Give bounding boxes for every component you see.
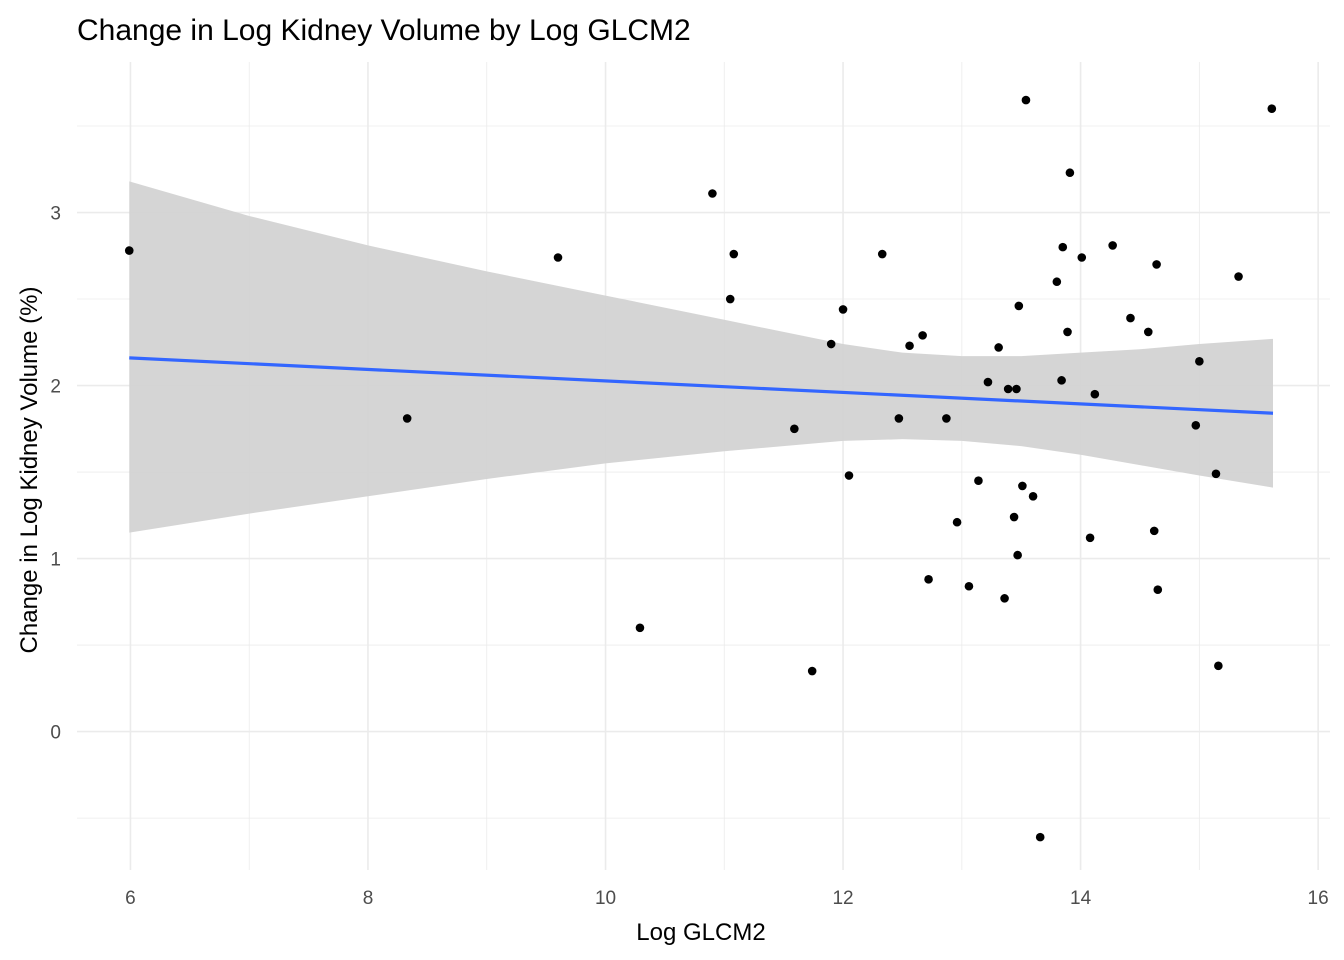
- data-point: [1028, 491, 1038, 501]
- data-point: [1149, 526, 1159, 536]
- data-point: [1000, 594, 1009, 603]
- trend-line: [129, 356, 1274, 415]
- data-point: [729, 249, 739, 259]
- confidence-band: [129, 181, 1273, 533]
- data-point: [983, 377, 993, 387]
- data-point: [1108, 241, 1117, 250]
- data-point: [1014, 301, 1024, 311]
- data-point: [1065, 168, 1075, 178]
- y-tick-label: 2: [50, 377, 61, 398]
- data-point: [553, 253, 563, 262]
- data-point: [1234, 272, 1243, 281]
- data-point: [1085, 533, 1095, 543]
- x-tick-label: 8: [363, 888, 374, 909]
- data-point: [1143, 327, 1153, 337]
- data-point: [635, 623, 645, 633]
- x-tick-label: 10: [595, 888, 616, 909]
- data-point: [894, 414, 904, 423]
- data-point: [1126, 313, 1135, 323]
- x-tick-label: 16: [1308, 888, 1329, 909]
- data-point: [708, 189, 717, 198]
- data-point: [1153, 585, 1163, 595]
- x-tick-label: 12: [832, 888, 853, 909]
- data-point: [994, 343, 1003, 352]
- data-point: [1063, 327, 1072, 337]
- data-point: [964, 581, 974, 591]
- data-point: [790, 424, 799, 434]
- y-axis-title: Change in Log Kidney Volume (%): [16, 287, 43, 654]
- data-point: [1021, 95, 1031, 105]
- data-point: [1012, 384, 1021, 394]
- data-point: [905, 341, 914, 351]
- data-point: [1214, 661, 1223, 671]
- data-point: [844, 471, 854, 480]
- data-point: [877, 249, 887, 259]
- data-point: [1058, 242, 1068, 252]
- data-point: [826, 339, 836, 349]
- data-point: [1195, 357, 1204, 366]
- data-point: [1013, 550, 1022, 560]
- y-tick-label: 1: [50, 550, 61, 571]
- data-point: [952, 517, 962, 527]
- data-point: [1152, 260, 1161, 269]
- data-point: [807, 666, 817, 676]
- data-point: [918, 331, 927, 340]
- data-point: [1052, 277, 1062, 287]
- data-point: [1090, 389, 1100, 399]
- y-tick-label: 3: [50, 204, 61, 225]
- data-point: [402, 414, 412, 423]
- data-point: [1018, 481, 1027, 491]
- chart-title: Change in Log Kidney Volume by Log GLCM2: [77, 14, 691, 47]
- data-point: [1035, 832, 1045, 842]
- x-tick-label: 6: [125, 888, 136, 909]
- data-point: [725, 294, 735, 304]
- data-point: [124, 246, 134, 255]
- data-point: [1191, 421, 1201, 430]
- data-point: [1211, 469, 1221, 479]
- data-point: [924, 575, 933, 584]
- data-point: [1267, 104, 1277, 114]
- y-tick-label: 0: [50, 723, 61, 744]
- data-point: [942, 414, 951, 423]
- data-point: [1057, 376, 1066, 385]
- x-axis-title: Log GLCM2: [636, 919, 765, 946]
- data-point: [1003, 384, 1013, 394]
- data-point: [1009, 512, 1019, 522]
- data-point: [838, 305, 848, 314]
- data-point: [974, 476, 983, 486]
- data-point: [1077, 253, 1087, 262]
- x-tick-label: 14: [1070, 888, 1092, 909]
